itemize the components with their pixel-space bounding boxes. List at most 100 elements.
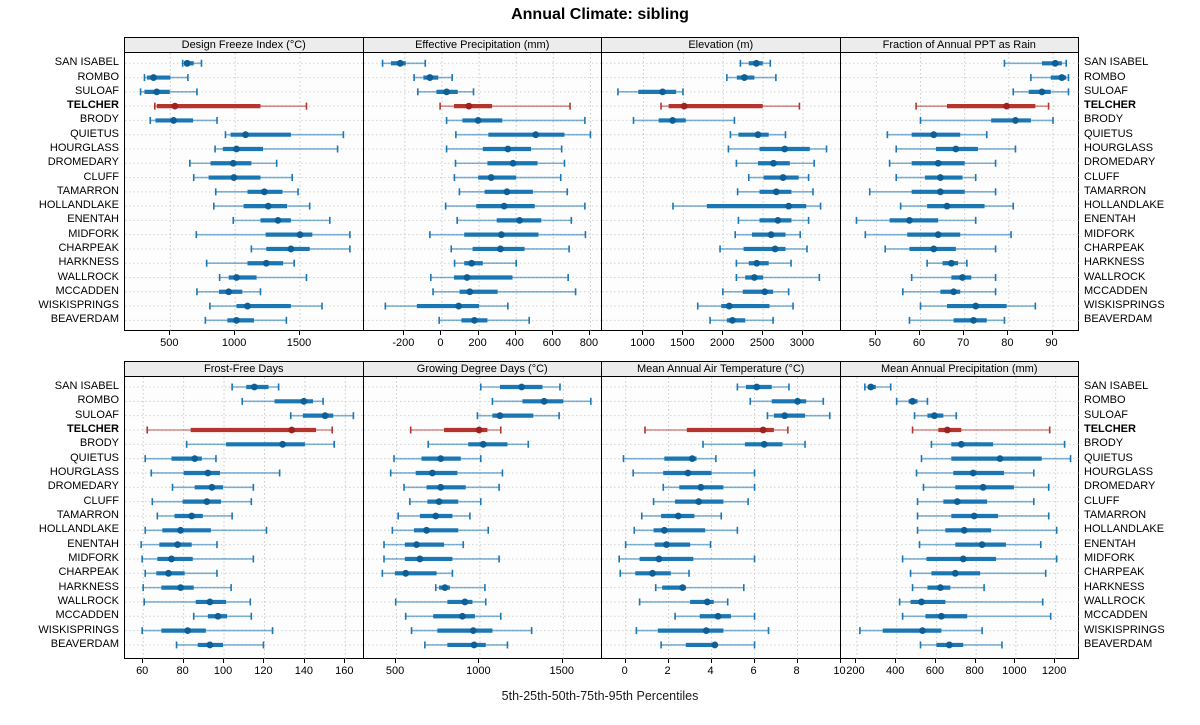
x-axis-tick — [874, 331, 876, 335]
median-dot — [230, 174, 238, 181]
percentile-bar-san-isabel — [1003, 59, 1067, 67]
percentile-bar-hourglass — [389, 469, 503, 477]
median-dot — [649, 569, 656, 577]
percentile-bar-tamarron — [916, 512, 1049, 520]
percentile-bar-brody — [149, 116, 218, 124]
percentile-bar-cluff — [192, 174, 294, 182]
station-label-right-beaverdam: BEAVERDAM — [1084, 637, 1153, 650]
station-label-left-wiskisprings: WISKISPRINGS — [38, 299, 119, 312]
median-dot — [936, 188, 944, 196]
percentile-bar-wallrock — [218, 274, 308, 281]
median-dot — [188, 512, 196, 520]
station-label-left-wallrock: WALLROCK — [57, 270, 119, 283]
percentile-bar-wallrock — [429, 274, 569, 281]
median-dot — [771, 245, 779, 253]
station-label-left-enentah: ENENTAH — [67, 213, 119, 226]
percentile-bar-wallrock — [735, 274, 821, 281]
median-dot — [674, 512, 682, 520]
x-axis-tick-label: 600 — [542, 337, 561, 349]
percentile-bar-midfork — [618, 555, 756, 563]
x-axis-tick-label: 100 — [213, 665, 233, 677]
percentile-bar-enentah — [382, 541, 464, 549]
x-axis-tick-label: -200 — [392, 337, 415, 349]
median-dot — [753, 383, 761, 391]
x-axis-tick — [796, 659, 798, 663]
x-axis-tick-label: 2000 — [709, 337, 735, 349]
percentile-bar-midfork — [734, 231, 802, 239]
median-dot — [177, 584, 184, 592]
station-label-left-quietus: QUIETUS — [70, 451, 119, 464]
percentile-bar-mccadden — [901, 288, 996, 296]
panel-strip-title: Elevation (m) — [688, 39, 754, 51]
median-dot — [794, 397, 801, 405]
median-dot — [1051, 59, 1059, 67]
x-axis-tick-label: 80 — [1001, 337, 1014, 349]
percentile-bar-wallrock — [638, 598, 729, 606]
median-dot — [711, 641, 719, 649]
percentile-bar-hourglass — [727, 145, 828, 153]
median-dot — [150, 74, 157, 81]
percentile-bar-harkness — [925, 259, 968, 267]
station-label-right-telcher: TELCHER — [1084, 422, 1136, 435]
percentile-bar-brody — [930, 440, 1065, 448]
panel-plot-area — [840, 53, 1079, 331]
station-label-right-hollandlake: HOLLANDLAKE — [1084, 523, 1165, 536]
percentile-bar-telcher — [914, 102, 1049, 110]
x-axis-tick — [478, 659, 480, 663]
median-dot — [171, 102, 179, 110]
percentile-bar-beaverdam — [437, 316, 530, 324]
median-dot — [767, 231, 775, 239]
station-label-right-brody: BRODY — [1084, 113, 1124, 126]
percentile-bar-enentah — [455, 216, 572, 224]
percentile-bar-wiskisprings — [410, 627, 532, 635]
percentile-bar-hourglass — [214, 145, 339, 153]
percentile-bar-dromedary — [735, 159, 815, 167]
percentile-bar-tamarron — [736, 188, 814, 196]
station-label-left-tamarron: TAMARRON — [56, 508, 119, 521]
percentile-bar-san-isabel — [479, 383, 561, 391]
median-dot — [260, 188, 268, 196]
median-dot — [214, 612, 222, 620]
median-dot — [936, 174, 944, 181]
median-dot — [996, 455, 1003, 463]
median-dot — [428, 469, 436, 477]
median-dot — [463, 274, 470, 281]
panel-plot-area — [840, 377, 1079, 659]
station-label-left-telcher: TELCHER — [67, 422, 119, 435]
median-dot — [469, 627, 477, 635]
median-dot — [233, 145, 240, 153]
station-label-right-wallrock: WALLROCK — [1084, 594, 1146, 607]
panel-strip-mean-annual-air-temperature-c-: Mean Annual Air Temperature (°C) — [601, 361, 841, 377]
percentile-bar-suloaf — [476, 412, 560, 420]
median-dot — [781, 145, 789, 153]
x-axis-tick-label: 6 — [750, 665, 757, 677]
percentile-bar-suloaf — [289, 412, 355, 420]
median-dot — [908, 397, 916, 405]
panel-strip-title: Growing Degree Days (°C) — [416, 363, 548, 375]
x-axis-tick-label: 0 — [437, 337, 444, 349]
percentile-bar-mccadden — [196, 288, 262, 296]
panel-strip-effective-precipitation-mm-: Effective Precipitation (mm) — [362, 37, 602, 53]
station-label-right-charpeak: CHARPEAK — [1084, 241, 1145, 254]
percentile-bar-cluff — [894, 174, 977, 182]
percentile-bar-brody — [702, 440, 806, 448]
station-label-right-midfork: MIDFORK — [1084, 227, 1135, 240]
percentile-bar-hourglass — [445, 145, 562, 153]
station-label-left-suloaf: SULOAF — [74, 84, 119, 97]
percentile-bar-midfork — [863, 231, 1012, 239]
percentile-bar-hollandlake — [672, 202, 822, 210]
percentile-bar-telcher — [146, 426, 333, 434]
percentile-bar-wiskisprings — [919, 302, 1036, 310]
median-dot — [680, 102, 688, 110]
percentile-bar-beaverdam — [709, 316, 774, 324]
x-axis-tick-label: 10 — [833, 665, 846, 677]
percentile-bar-dromedary — [922, 483, 1049, 491]
x-axis-tick — [667, 659, 669, 663]
panel-design-freeze-index-c- — [124, 52, 364, 331]
x-axis-tick — [142, 659, 144, 663]
x-axis-tick — [182, 659, 184, 663]
percentile-bar-cluff — [453, 174, 562, 182]
median-dot — [415, 555, 423, 563]
percentile-bar-enentah — [624, 541, 712, 549]
